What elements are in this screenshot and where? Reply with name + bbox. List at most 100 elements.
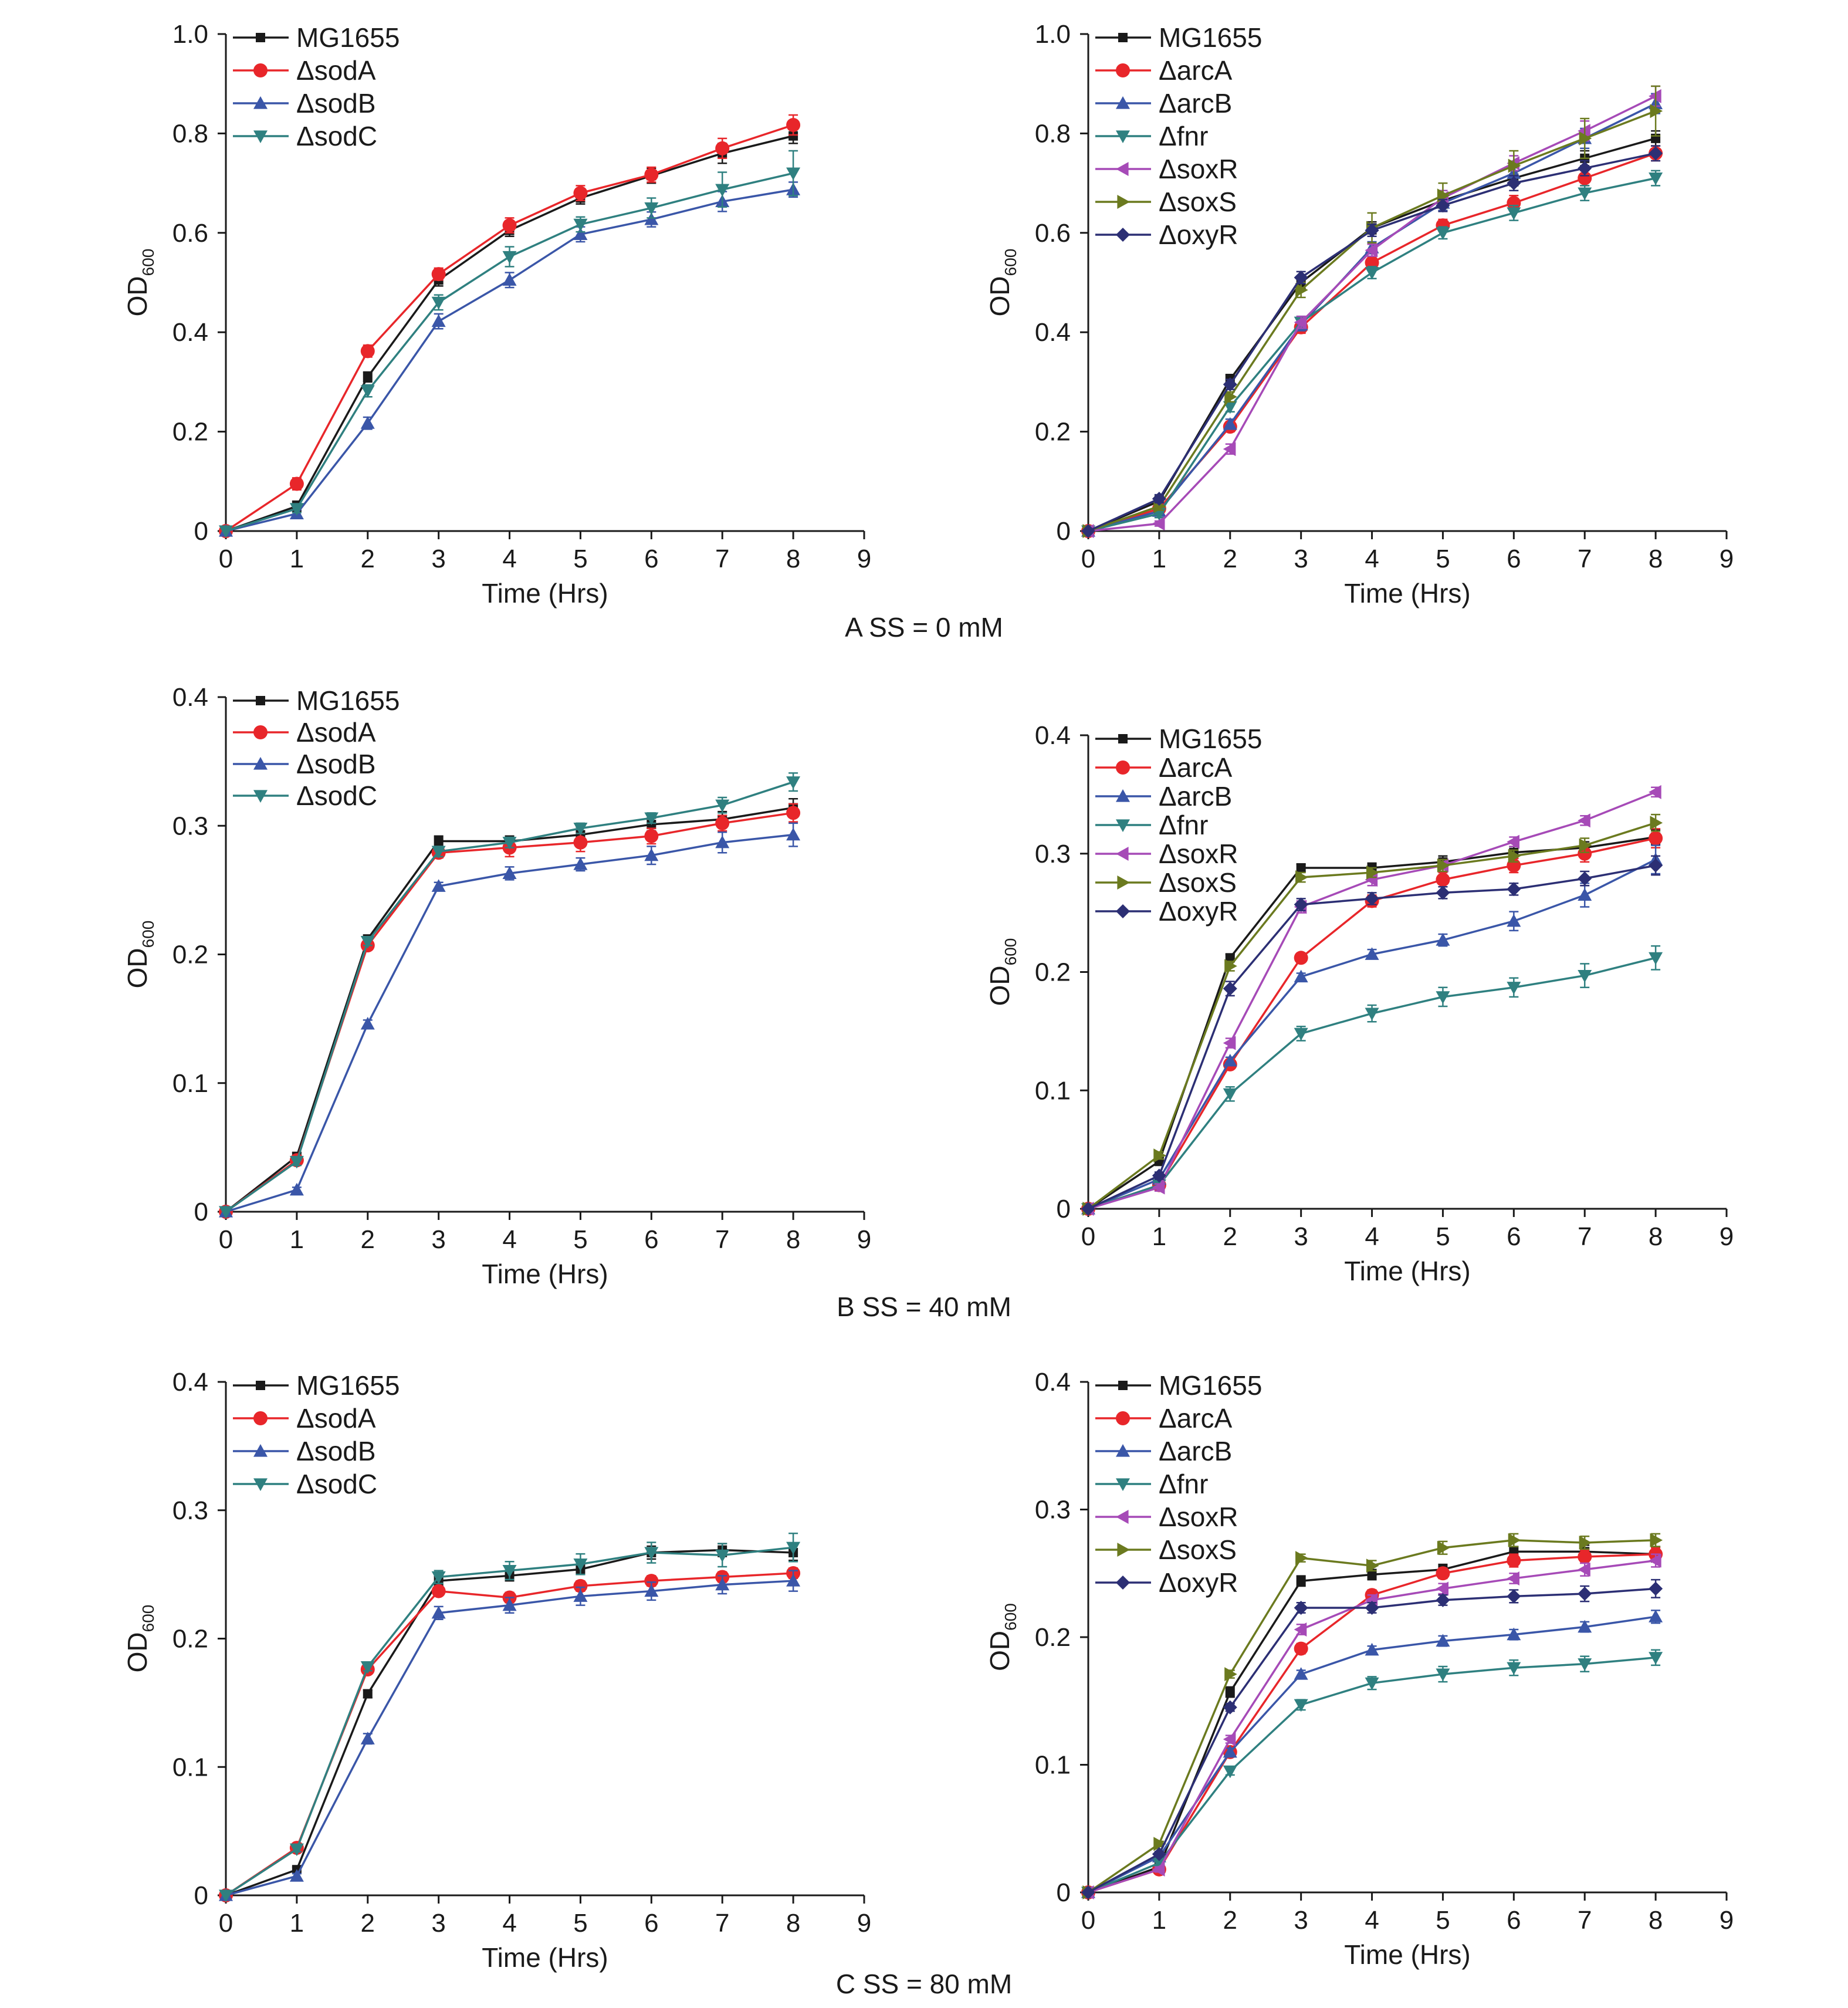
data-point	[786, 776, 801, 789]
data-point	[573, 1589, 588, 1602]
series-ΔoxyR	[1081, 1578, 1663, 1899]
data-point	[1152, 1862, 1165, 1877]
legend-marker	[256, 33, 265, 42]
data-point	[1294, 1667, 1308, 1680]
data-point	[1579, 838, 1592, 853]
x-tick-label: 2	[361, 1909, 375, 1938]
data-point	[1507, 914, 1521, 927]
legend-label: ΔsoxS	[1159, 1534, 1237, 1565]
data-point	[1578, 171, 1592, 185]
data-point	[1578, 813, 1590, 828]
data-point	[1437, 1540, 1450, 1555]
data-point	[1507, 195, 1521, 210]
data-point	[1578, 1658, 1592, 1671]
x-tick-label: 1	[1152, 545, 1166, 573]
data-point	[1649, 1652, 1663, 1665]
legend-marker	[1116, 789, 1130, 802]
series-ΔoxyR	[1081, 855, 1663, 1216]
data-point	[1081, 524, 1095, 538]
x-tick-label: 9	[1720, 545, 1734, 573]
data-point	[1649, 1610, 1663, 1622]
y-axis-label-main: OD	[122, 948, 153, 988]
data-point	[1365, 223, 1379, 238]
series-MG1655	[221, 797, 798, 1216]
x-axis-label: Time (Hrs)	[1344, 1256, 1470, 1286]
data-point	[360, 1661, 375, 1674]
data-point	[786, 806, 801, 820]
data-point	[1365, 1600, 1379, 1615]
data-point	[644, 212, 659, 225]
data-point	[788, 131, 798, 141]
data-point	[1223, 442, 1236, 457]
series-Δfnr	[1081, 945, 1663, 1216]
data-point	[1294, 1622, 1307, 1637]
legend-marker	[1116, 228, 1130, 242]
data-point	[715, 816, 730, 830]
legend-label: Δfnr	[1159, 810, 1208, 840]
data-point	[1507, 1627, 1521, 1641]
legend-label: ΔarcB	[1159, 1436, 1232, 1466]
data-point	[363, 1689, 373, 1699]
legend-label: Δfnr	[1159, 1469, 1208, 1499]
data-point	[1649, 785, 1661, 799]
legend-marker	[256, 1381, 265, 1390]
data-point	[1507, 1589, 1521, 1604]
series-ΔsodA	[219, 803, 801, 1219]
data-point	[1579, 1536, 1592, 1550]
data-point	[573, 186, 588, 201]
y-axis-label: OD600	[122, 249, 157, 317]
x-tick-label: 3	[431, 1225, 445, 1254]
data-point	[431, 1605, 446, 1619]
legend-label: ΔsodA	[296, 55, 376, 86]
data-point	[644, 829, 659, 843]
legend-marker	[1116, 1576, 1130, 1590]
data-point	[1223, 1765, 1237, 1779]
chart-panel-a-left: 0 0.2 0.4 0.6 0.8 1.0 0 1 2 3 4 5 6 7 8 9 Time (Hrs) OD60…	[122, 20, 871, 609]
legend-label: ΔsodA	[296, 1403, 376, 1434]
data-point	[1223, 1088, 1237, 1101]
data-point	[1223, 417, 1237, 430]
data-point	[219, 1889, 233, 1902]
legend-label: ΔoxyR	[1159, 1567, 1238, 1598]
data-point	[1081, 1202, 1095, 1216]
legend-marker	[1117, 875, 1130, 890]
y-axis-label-subscript: 600	[139, 1605, 157, 1632]
y-tick-label: 0.8	[172, 119, 208, 148]
y-axis-label-main: OD	[984, 276, 1015, 316]
y-axis-label: OD600	[122, 921, 157, 989]
x-tick-label: 2	[1223, 1222, 1237, 1251]
y-tick-label: 1.0	[172, 20, 208, 49]
data-point	[1365, 947, 1379, 960]
y-axis-label: OD600	[984, 249, 1020, 317]
legend-marker	[253, 96, 268, 109]
data-point	[1365, 1008, 1379, 1021]
y-tick-label: 0	[194, 1198, 208, 1226]
data-point	[434, 836, 444, 846]
x-axis-label: Time (Hrs)	[1344, 578, 1470, 609]
y-tick-label: 0	[1057, 1878, 1071, 1907]
data-point	[1366, 1559, 1379, 1573]
x-tick-label: 9	[857, 1225, 871, 1254]
legend-label: MG1655	[1159, 724, 1262, 754]
data-point	[1436, 1634, 1450, 1647]
x-tick-label: 0	[1081, 545, 1095, 573]
data-point	[1578, 187, 1592, 201]
legend-marker	[1116, 904, 1130, 918]
chart-panel-c-left: 0 0.1 0.2 0.3 0.4 0 1 2 3 4 5 6 7 8 9 Time (Hrs) OD600 MG…	[122, 1368, 871, 1973]
data-point	[1223, 1732, 1236, 1746]
data-point	[1223, 1036, 1236, 1050]
data-point	[644, 1584, 659, 1597]
legend-marker	[1116, 1411, 1130, 1425]
data-point	[1507, 176, 1521, 191]
data-point	[1153, 1148, 1166, 1163]
x-tick-label: 6	[644, 545, 658, 573]
data-point	[1578, 1587, 1592, 1601]
legend-marker	[253, 63, 268, 77]
x-tick-label: 9	[1720, 1906, 1734, 1935]
data-point	[715, 835, 730, 849]
data-point	[1508, 158, 1521, 173]
x-tick-label: 2	[361, 545, 375, 573]
data-point	[1578, 1562, 1590, 1577]
legend-marker	[1117, 1543, 1130, 1557]
data-point	[644, 202, 659, 215]
